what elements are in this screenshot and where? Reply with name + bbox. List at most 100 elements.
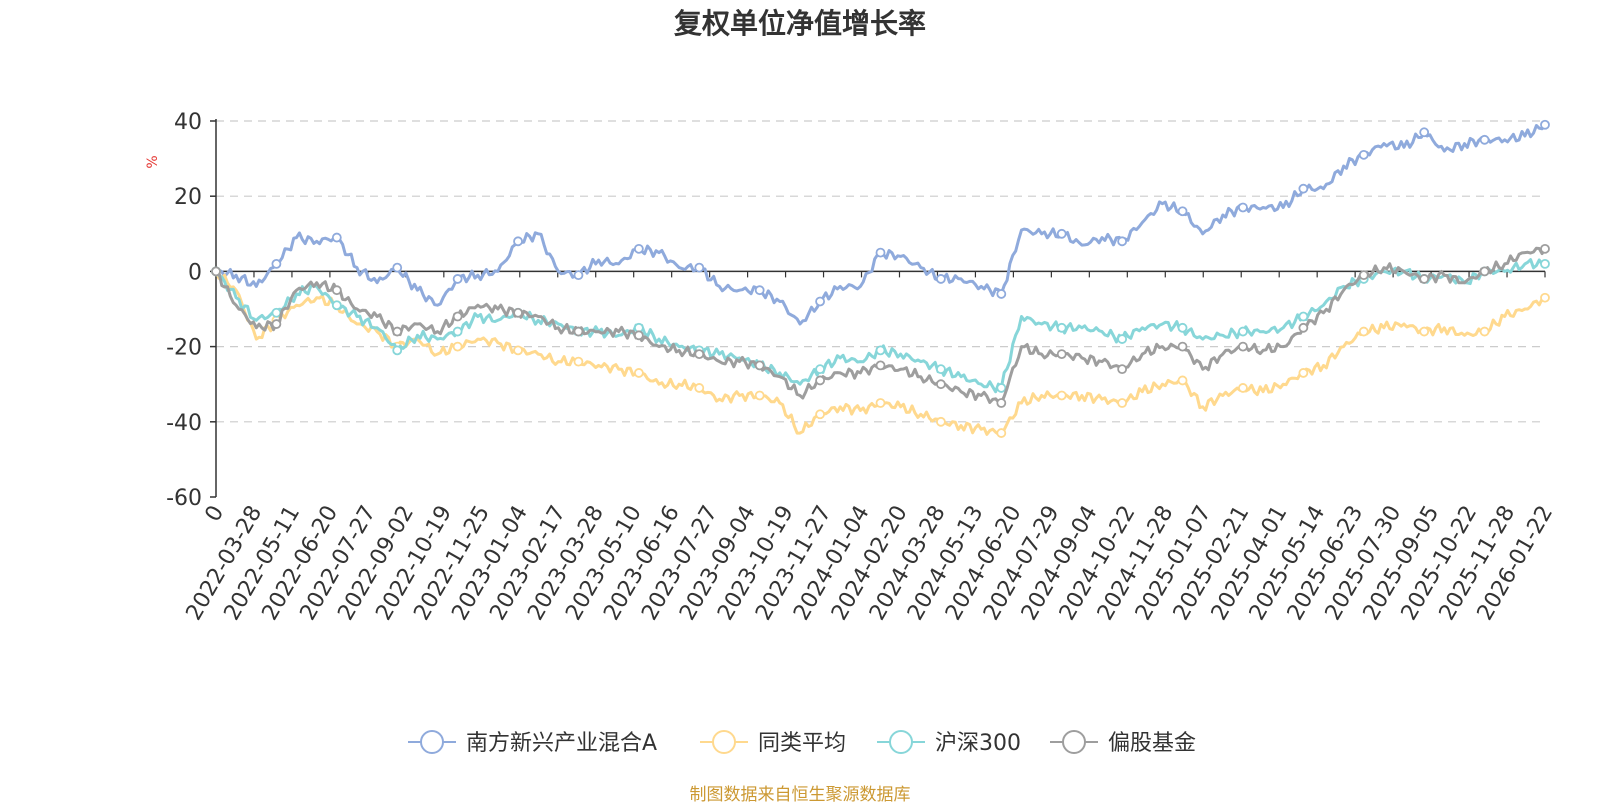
data-point [694,349,705,360]
y-tick-label: 40 [174,110,202,135]
data-point [1177,375,1188,386]
data-point [1238,326,1248,337]
data-point [1117,398,1128,408]
data-point [694,383,705,393]
data-point [1056,390,1067,401]
data-point [1238,341,1248,352]
data-point [573,326,584,337]
y-tick-label: -40 [166,411,202,436]
data-point [452,274,463,284]
legend-swatch-marker [1062,730,1086,754]
x-tick-label: 0 [201,502,230,527]
data-point [996,398,1007,408]
data-point [392,262,403,273]
legend-label: 沪深300 [935,731,1021,756]
data-point [513,236,523,247]
data-point [694,262,705,273]
legend-swatch-marker [420,730,444,754]
data-point [1117,334,1128,344]
data-point [815,375,825,386]
data-point [1238,383,1248,393]
data-point [1298,311,1309,322]
data-point [936,416,946,427]
data-point [513,307,523,318]
legend-item[interactable]: 南方新兴产业混合A [408,730,657,756]
legend-swatch-marker [712,730,736,754]
data-point [936,364,946,375]
y-unit-label: % [145,155,161,168]
legend-label: 偏股基金 [1108,731,1196,756]
data-point [1298,183,1309,194]
data-point [996,383,1007,393]
data-point [392,345,403,356]
y-tick-label: -20 [166,336,202,361]
series-lines [211,119,1550,438]
y-tick-labels: 40 20 0 -20 -40 -60 [166,110,202,511]
data-point [1358,270,1369,281]
data-point [331,232,342,243]
data-point [1298,322,1309,333]
data-point [1177,341,1188,352]
data-point [754,285,765,296]
data-point [875,360,886,371]
data-point [754,390,765,401]
axes [210,119,1546,498]
data-point [1238,202,1248,213]
data-point [452,311,463,322]
data-point [996,428,1007,438]
data-point [1540,258,1550,269]
data-point [1117,364,1128,375]
data-point [996,289,1007,299]
data-point [1479,266,1490,277]
legend-item[interactable]: 沪深300 [877,730,1021,756]
data-point [1479,326,1490,337]
data-point [1540,243,1550,254]
data-point [1056,349,1067,360]
data-point [1540,292,1550,303]
data-point [392,326,403,337]
data-point [271,258,282,269]
legend-swatch-marker [889,730,913,754]
legend[interactable]: 南方新兴产业混合A 同类平均 沪深300 偏股基金 [408,730,1196,756]
data-point [271,307,282,318]
data-point [815,409,825,420]
data-point [633,368,644,378]
data-point [633,243,644,254]
data-point [936,274,946,284]
data-point [452,326,463,337]
series-line [215,123,1547,326]
data-point [271,319,282,329]
data-point [875,345,886,356]
data-point [815,364,825,375]
data-point [1540,119,1550,130]
data-point [211,266,221,277]
data-point [452,341,463,352]
source-note: 制图数据来自恒生聚源数据库 [689,785,911,805]
legend-item[interactable]: 同类平均 [700,730,846,756]
data-point [331,285,342,296]
data-point [1419,326,1430,337]
legend-label: 同类平均 [758,731,846,756]
data-point [1117,236,1128,247]
data-point [1479,134,1490,145]
data-point [1358,326,1369,337]
x-tick-labels: 02022-03-282022-05-112022-06-202022-07-2… [182,502,1559,625]
data-point [1177,322,1188,333]
data-point [513,345,523,356]
legend-item[interactable]: 偏股基金 [1050,730,1196,756]
data-point [1056,322,1067,333]
legend-label: 南方新兴产业混合A [466,731,657,756]
data-point [633,330,644,341]
data-point [936,379,946,390]
y-tick-label: -60 [166,486,202,511]
data-point [875,247,886,258]
data-point [1177,206,1188,217]
data-point [1419,127,1430,138]
data-point [573,270,584,281]
y-tick-label: 0 [188,260,202,285]
data-point [1056,228,1067,239]
data-point [573,356,584,367]
data-point [1358,149,1369,160]
y-tick-label: 20 [174,185,202,210]
